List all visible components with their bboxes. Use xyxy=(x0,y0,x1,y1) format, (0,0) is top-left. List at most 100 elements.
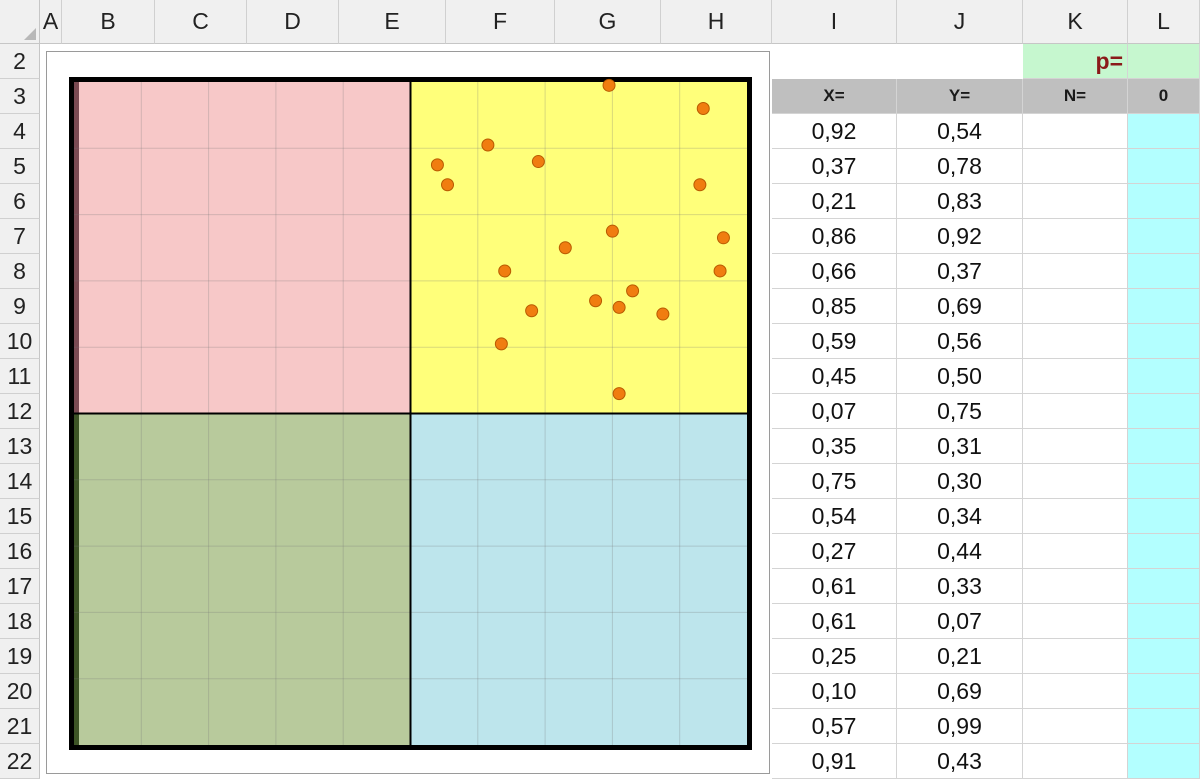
cell-k2-p-label[interactable]: p= xyxy=(1023,44,1128,79)
cell-k19[interactable] xyxy=(1023,639,1128,674)
cell-k18[interactable] xyxy=(1023,604,1128,639)
cell-l13[interactable] xyxy=(1128,429,1200,464)
cell-k14[interactable] xyxy=(1023,464,1128,499)
row-header-4[interactable]: 4 xyxy=(0,114,40,149)
column-header-k[interactable]: K xyxy=(1023,0,1128,44)
cell-j7-y-value[interactable]: 0,92 xyxy=(897,219,1023,254)
cell-j16-y-value[interactable]: 0,44 xyxy=(897,534,1023,569)
cell-k8[interactable] xyxy=(1023,254,1128,289)
cell-l7[interactable] xyxy=(1128,219,1200,254)
cell-l3-value[interactable]: 0 xyxy=(1128,79,1200,114)
cell-i17-x-value[interactable]: 0,61 xyxy=(772,569,897,604)
cell-j15-y-value[interactable]: 0,34 xyxy=(897,499,1023,534)
cell-i9-x-value[interactable]: 0,85 xyxy=(772,289,897,324)
cell-l22[interactable] xyxy=(1128,744,1200,779)
cell-l21[interactable] xyxy=(1128,709,1200,744)
row-header-10[interactable]: 10 xyxy=(0,324,40,359)
cell-k22[interactable] xyxy=(1023,744,1128,779)
column-header-a[interactable]: A xyxy=(40,0,62,44)
row-header-3[interactable]: 3 xyxy=(0,79,40,114)
cell-i22-x-value[interactable]: 0,91 xyxy=(772,744,897,779)
cell-k21[interactable] xyxy=(1023,709,1128,744)
cell-j5-y-value[interactable]: 0,78 xyxy=(897,149,1023,184)
cell-j21-y-value[interactable]: 0,99 xyxy=(897,709,1023,744)
cell-i5-x-value[interactable]: 0,37 xyxy=(772,149,897,184)
cell-i13-x-value[interactable]: 0,35 xyxy=(772,429,897,464)
cell-l14[interactable] xyxy=(1128,464,1200,499)
cell-i4-x-value[interactable]: 0,92 xyxy=(772,114,897,149)
row-header-17[interactable]: 17 xyxy=(0,569,40,604)
row-header-19[interactable]: 19 xyxy=(0,639,40,674)
cell-j17-y-value[interactable]: 0,33 xyxy=(897,569,1023,604)
cell-l8[interactable] xyxy=(1128,254,1200,289)
cell-j22-y-value[interactable]: 0,43 xyxy=(897,744,1023,779)
cell-k15[interactable] xyxy=(1023,499,1128,534)
cell-j20-y-value[interactable]: 0,69 xyxy=(897,674,1023,709)
cell-l17[interactable] xyxy=(1128,569,1200,604)
cell-k20[interactable] xyxy=(1023,674,1128,709)
cell-k10[interactable] xyxy=(1023,324,1128,359)
cell-i10-x-value[interactable]: 0,59 xyxy=(772,324,897,359)
cell-l5[interactable] xyxy=(1128,149,1200,184)
row-header-21[interactable]: 21 xyxy=(0,709,40,744)
row-header-14[interactable]: 14 xyxy=(0,464,40,499)
cell-i20-x-value[interactable]: 0,10 xyxy=(772,674,897,709)
cell-k9[interactable] xyxy=(1023,289,1128,324)
row-header-18[interactable]: 18 xyxy=(0,604,40,639)
cell-j4-y-value[interactable]: 0,54 xyxy=(897,114,1023,149)
column-header-h[interactable]: H xyxy=(661,0,772,44)
cell-j14-y-value[interactable]: 0,30 xyxy=(897,464,1023,499)
cell-k6[interactable] xyxy=(1023,184,1128,219)
cell-l9[interactable] xyxy=(1128,289,1200,324)
cell-i16-x-value[interactable]: 0,27 xyxy=(772,534,897,569)
row-header-2[interactable]: 2 xyxy=(0,44,40,79)
cell-l15[interactable] xyxy=(1128,499,1200,534)
cell-l6[interactable] xyxy=(1128,184,1200,219)
row-header-5[interactable]: 5 xyxy=(0,149,40,184)
select-all-corner[interactable] xyxy=(0,0,40,44)
row-header-22[interactable]: 22 xyxy=(0,744,40,779)
column-header-e[interactable]: E xyxy=(339,0,446,44)
cell-l4[interactable] xyxy=(1128,114,1200,149)
cell-j10-y-value[interactable]: 0,56 xyxy=(897,324,1023,359)
cell-j12-y-value[interactable]: 0,75 xyxy=(897,394,1023,429)
cell-i18-x-value[interactable]: 0,61 xyxy=(772,604,897,639)
cell-k16[interactable] xyxy=(1023,534,1128,569)
cell-j13-y-value[interactable]: 0,31 xyxy=(897,429,1023,464)
column-header-d[interactable]: D xyxy=(247,0,339,44)
cell-l19[interactable] xyxy=(1128,639,1200,674)
column-header-f[interactable]: F xyxy=(446,0,555,44)
cell-i21-x-value[interactable]: 0,57 xyxy=(772,709,897,744)
row-header-8[interactable]: 8 xyxy=(0,254,40,289)
cell-j3-y-header[interactable]: Y= xyxy=(897,79,1023,114)
column-header-l[interactable]: L xyxy=(1128,0,1200,44)
cell-i7-x-value[interactable]: 0,86 xyxy=(772,219,897,254)
cell-k11[interactable] xyxy=(1023,359,1128,394)
cell-i8-x-value[interactable]: 0,66 xyxy=(772,254,897,289)
cell-j11-y-value[interactable]: 0,50 xyxy=(897,359,1023,394)
cell-k4[interactable] xyxy=(1023,114,1128,149)
row-header-6[interactable]: 6 xyxy=(0,184,40,219)
cell-k3-n-header[interactable]: N= xyxy=(1023,79,1128,114)
cell-i3-x-header[interactable]: X= xyxy=(772,79,897,114)
cell-l16[interactable] xyxy=(1128,534,1200,569)
row-header-9[interactable]: 9 xyxy=(0,289,40,324)
cell-l20[interactable] xyxy=(1128,674,1200,709)
cell-k17[interactable] xyxy=(1023,569,1128,604)
cell-j19-y-value[interactable]: 0,21 xyxy=(897,639,1023,674)
cell-i11-x-value[interactable]: 0,45 xyxy=(772,359,897,394)
cell-k13[interactable] xyxy=(1023,429,1128,464)
cell-l12[interactable] xyxy=(1128,394,1200,429)
row-header-12[interactable]: 12 xyxy=(0,394,40,429)
cell-i15-x-value[interactable]: 0,54 xyxy=(772,499,897,534)
column-header-j[interactable]: J xyxy=(897,0,1023,44)
cell-i12-x-value[interactable]: 0,07 xyxy=(772,394,897,429)
cell-l10[interactable] xyxy=(1128,324,1200,359)
column-header-g[interactable]: G xyxy=(555,0,661,44)
cell-i19-x-value[interactable]: 0,25 xyxy=(772,639,897,674)
cell-k7[interactable] xyxy=(1023,219,1128,254)
cell-l11[interactable] xyxy=(1128,359,1200,394)
row-header-15[interactable]: 15 xyxy=(0,499,40,534)
row-header-16[interactable]: 16 xyxy=(0,534,40,569)
cell-l2[interactable] xyxy=(1128,44,1200,79)
